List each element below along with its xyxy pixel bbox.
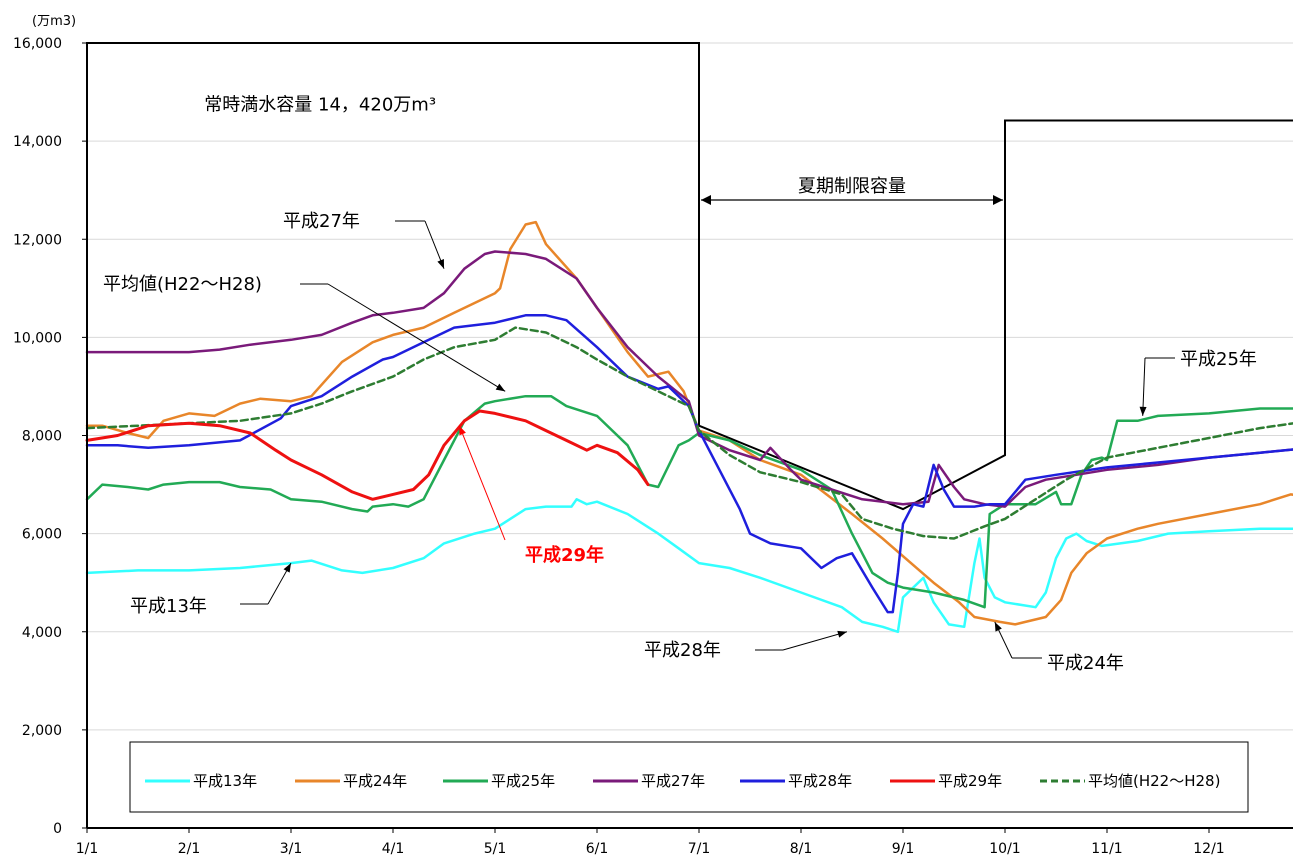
annotation-pointer	[782, 631, 848, 651]
series-line	[85, 498, 1293, 634]
series-line	[85, 250, 1293, 508]
series-line	[85, 394, 1293, 609]
y-axis-ticks: 0 2,000 4,000 6,000 8,000 10,000 12,000 14,000 1…	[13, 36, 87, 837]
series-line	[85, 409, 650, 501]
summer-limit-arrowhead-right	[993, 195, 1003, 205]
x-tick-label: 2/1	[178, 841, 201, 857]
annotation-arrowhead	[495, 383, 506, 392]
annotation-arrowhead	[994, 621, 1002, 632]
legend-label: 平成29年	[938, 772, 1002, 790]
annotation-label: 平成28年	[644, 640, 721, 661]
capacity-line	[86, 42, 1293, 511]
annotation-arrowhead	[459, 425, 466, 436]
y-tick-label: 6,000	[22, 527, 62, 543]
y-tick-label: 8,000	[22, 429, 62, 445]
legend-items: 平成13年 平成24年 平成25年 平成27年 平成28年 平成29年 平均値(H22〜H2…	[145, 772, 1220, 790]
legend-label: 平成28年	[788, 772, 852, 790]
summer-limit-label: 夏期制限容量	[798, 176, 906, 197]
x-tick-label: 12/1	[1193, 841, 1224, 857]
annotation-label: 平成29年	[525, 544, 604, 566]
legend-label: 平成13年	[193, 772, 257, 790]
capacity-layer: 常時満水容量 14，420万m³ 夏期制限容量	[86, 42, 1293, 511]
legend-label: 平成25年	[491, 772, 555, 790]
axes-layer	[86, 43, 1293, 829]
series-line	[85, 220, 1293, 626]
annotation-arrowhead	[283, 563, 291, 573]
y-tick-label: 2,000	[22, 723, 62, 739]
x-tick-label: 11/1	[1091, 841, 1122, 857]
annotation-label: 平成24年	[1047, 653, 1124, 674]
annotation-pointer	[327, 283, 506, 392]
x-tick-label: 7/1	[688, 841, 711, 857]
annotation-pointer	[458, 425, 506, 541]
y-tick-label: 16,000	[13, 36, 62, 52]
annotation-arrowhead	[1139, 406, 1147, 416]
y-tick-label: 12,000	[13, 232, 62, 248]
x-tick-label: 6/1	[586, 841, 609, 857]
annotation-label: 平均値(H22〜H28)	[103, 274, 262, 295]
summer-limit-arrowhead-left	[701, 195, 711, 205]
annotation-label: 平成25年	[1180, 349, 1257, 370]
x-tick-label: 8/1	[790, 841, 813, 857]
x-tick-label: 3/1	[280, 841, 303, 857]
y-unit-label: (万m3)	[32, 14, 76, 29]
grid-layer	[87, 42, 1293, 731]
legend-label: 平成27年	[641, 772, 705, 790]
y-tick-label: 10,000	[13, 330, 62, 346]
legend: 平成13年 平成24年 平成25年 平成27年 平成28年 平成29年 平均値(H22〜H2…	[129, 741, 1249, 813]
series-layer	[85, 220, 1293, 634]
annotation-pointer	[1142, 357, 1146, 416]
annotation-label: 平成27年	[283, 211, 360, 232]
annotation-arrowhead	[437, 259, 444, 269]
capacity-label: 常時満水容量 14，420万m³	[204, 95, 436, 116]
x-axis-ticks: 1/1 2/1 3/1 4/1 5/1 6/1 7/1 8/1 9/1 10/1 11/1 12/1	[76, 828, 1225, 857]
y-tick-label: 14,000	[13, 134, 62, 150]
y-tick-label: 0	[53, 821, 62, 837]
y-tick-label: 4,000	[22, 625, 62, 641]
x-tick-label: 9/1	[892, 841, 915, 857]
x-tick-label: 4/1	[382, 841, 405, 857]
x-tick-label: 1/1	[76, 841, 99, 857]
annotation-arrowhead	[837, 630, 847, 638]
x-tick-label: 5/1	[484, 841, 507, 857]
series-line	[85, 326, 1293, 540]
legend-label: 平成24年	[343, 772, 407, 790]
x-tick-label: 10/1	[989, 841, 1020, 857]
legend-box	[129, 741, 1249, 813]
series-line	[85, 314, 1293, 614]
annotation-label: 平成13年	[130, 596, 207, 617]
legend-label: 平均値(H22〜H28)	[1088, 772, 1220, 790]
